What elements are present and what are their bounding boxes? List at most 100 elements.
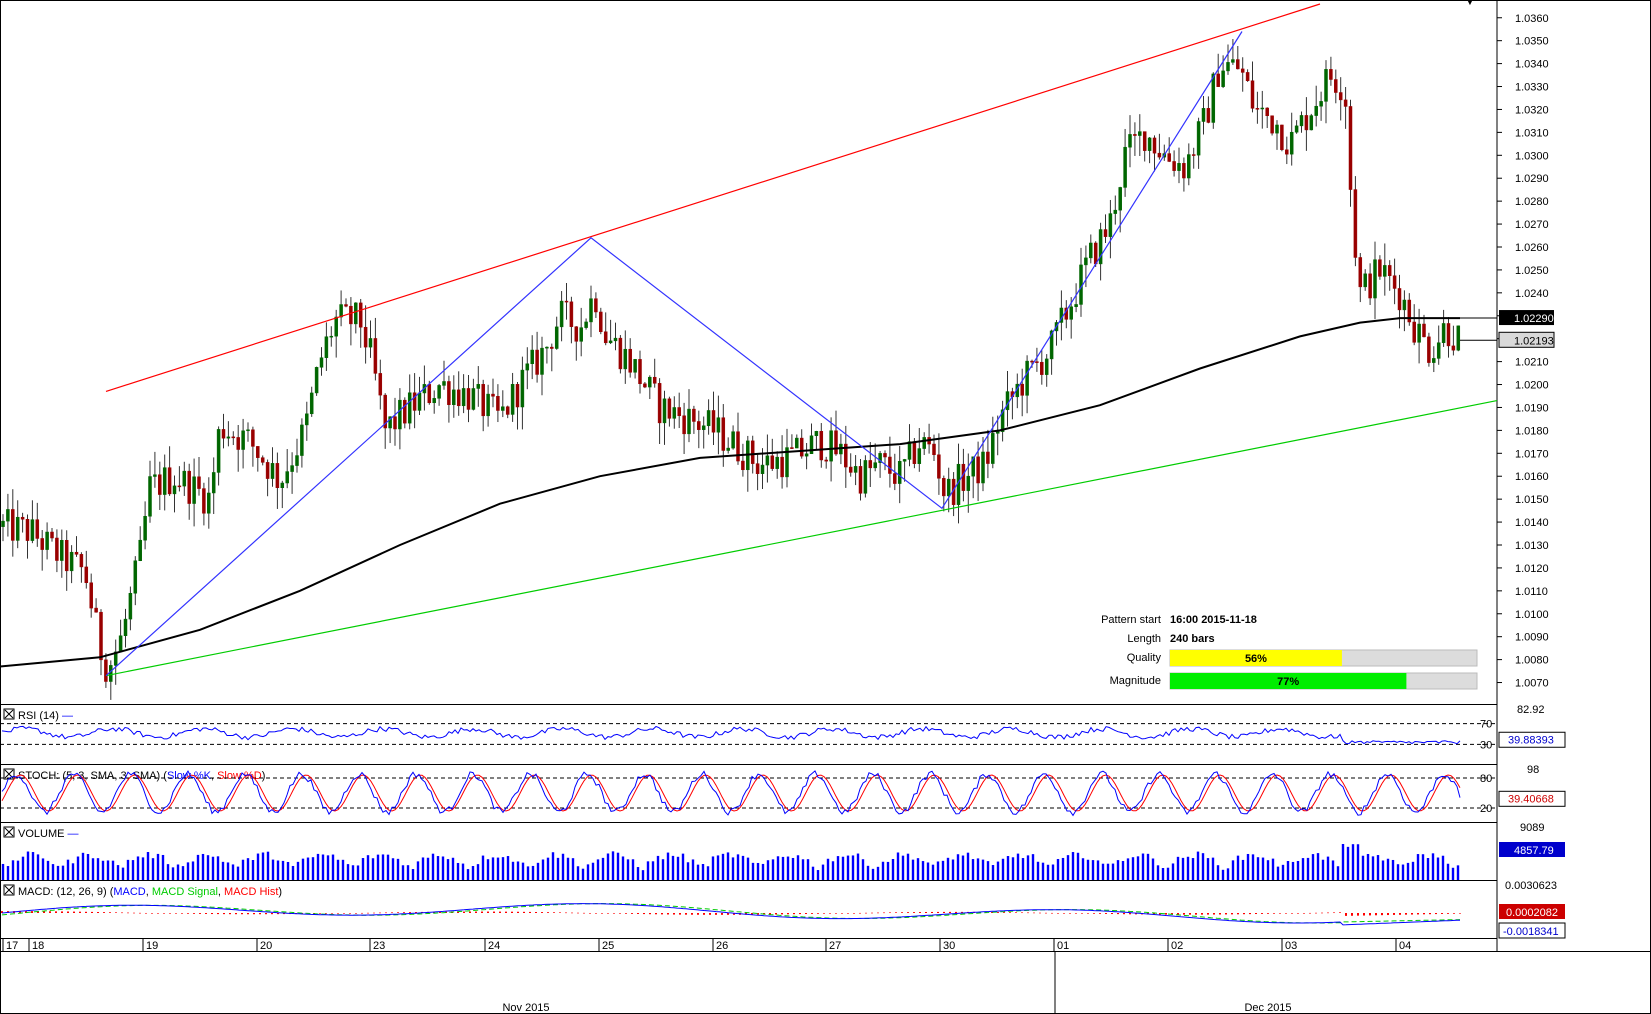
candle-body — [1368, 273, 1372, 299]
volume-bar — [146, 852, 150, 880]
volume-bar — [651, 861, 655, 880]
candle-body — [363, 326, 368, 348]
candle-body — [11, 509, 15, 541]
volume-bar — [746, 857, 750, 880]
macd-hist-bar — [553, 912, 555, 913]
candle-body — [358, 302, 363, 328]
candle-body — [1201, 108, 1206, 122]
volume-value-tag — [1499, 842, 1565, 857]
volume-bar — [151, 858, 155, 880]
rsi-value-label: 39.88393 — [1508, 734, 1554, 746]
macd-hist-bar — [469, 911, 471, 913]
volume-bar — [1221, 869, 1225, 880]
macd-hist-bar — [1447, 913, 1449, 914]
volume-bar — [341, 859, 345, 880]
macd-hist-bar — [1129, 913, 1131, 915]
macd-hist-bar — [667, 913, 669, 915]
price-tick-label: 1.0280 — [1515, 196, 1549, 208]
macd-hist-bar — [541, 912, 543, 913]
candle-body — [265, 462, 270, 479]
candle-body — [1187, 154, 1191, 179]
volume-bar — [781, 856, 785, 880]
volume-bar — [911, 859, 915, 880]
macd-hist-bar — [1045, 912, 1047, 914]
volume-bar — [481, 855, 485, 880]
volume-bar — [1236, 855, 1240, 880]
candle-body — [1000, 409, 1005, 432]
volume-bar — [526, 866, 530, 880]
candle-body — [104, 659, 108, 682]
candle-body — [545, 346, 549, 349]
macd-hist-bar — [1279, 913, 1281, 914]
candle-body — [60, 540, 64, 561]
volume-bar — [26, 851, 30, 880]
macd-hist-bar — [1249, 913, 1251, 915]
volume-bar — [141, 857, 145, 880]
volume-bar — [991, 865, 995, 880]
candle-body — [1093, 242, 1098, 265]
macd-hist-bar — [205, 913, 207, 914]
volume-bar — [256, 853, 260, 880]
volume-bar — [726, 852, 730, 880]
macd-hist-bar — [835, 913, 837, 914]
candle-body — [187, 470, 191, 504]
macd-hist-bar — [787, 913, 789, 915]
macd-hist-bar — [181, 913, 183, 914]
volume-bar — [1196, 851, 1200, 880]
candle-body — [300, 424, 304, 456]
macd-hist-bar — [43, 911, 45, 913]
volume-bar — [236, 866, 240, 880]
candle-body — [226, 436, 231, 439]
volume-bar — [451, 857, 455, 880]
macd-hist-bar — [1435, 913, 1437, 915]
price-tick-label: 1.0160 — [1515, 471, 1549, 483]
volume-bar — [276, 860, 280, 880]
price-tick-label: 1.0130 — [1515, 540, 1549, 552]
volume-bar — [1066, 855, 1070, 880]
candle-body — [829, 430, 833, 462]
volume-bar — [1091, 860, 1095, 880]
volume-bar — [131, 860, 135, 880]
volume-bar — [261, 852, 265, 880]
candle-body — [339, 304, 343, 318]
stoch-value-label: 39.40668 — [1508, 793, 1554, 805]
macd-hist-bar — [1285, 913, 1287, 914]
macd-hist-bar — [1219, 913, 1221, 915]
macd-hist-bar — [1225, 913, 1227, 915]
macd-hist-bar — [529, 911, 531, 913]
panel-title: MACD: (12, 26, 9) (MACD, MACD Signal, MA… — [18, 886, 282, 898]
length-value: 240 bars — [1170, 633, 1215, 645]
macd-hist-bar — [1387, 913, 1389, 916]
candle-body — [1206, 108, 1211, 123]
volume-bar — [631, 859, 635, 880]
candle-body — [780, 456, 784, 478]
candle-body — [995, 431, 1000, 434]
candle-body — [1432, 358, 1436, 363]
volume-bar — [706, 866, 710, 880]
macd-hist-bar — [955, 911, 957, 913]
macd-hist-bar — [175, 913, 177, 914]
price-tick-label: 1.0350 — [1515, 36, 1549, 48]
chart-menu-icon[interactable]: ▼ — [1466, 0, 1475, 7]
moving-average-line — [0, 317, 1460, 668]
day-tick-label: 26 — [716, 940, 728, 952]
volume-bar — [106, 860, 110, 880]
macd-hist-bar — [1171, 913, 1173, 915]
volume-bar — [701, 864, 705, 880]
volume-bar — [561, 853, 565, 880]
volume-bar — [1321, 859, 1325, 880]
candle-body — [1157, 152, 1162, 158]
candle-body — [1142, 131, 1147, 151]
candle-body — [388, 416, 392, 429]
volume-bar — [691, 859, 695, 880]
macd-hist-bar — [1039, 912, 1041, 914]
macd-hist-bar — [409, 912, 411, 913]
volume-bar — [321, 854, 325, 880]
macd-hist-bar — [73, 911, 75, 913]
price-tick-label: 1.0110 — [1515, 586, 1548, 598]
volume-bar — [1211, 857, 1215, 880]
candle-body — [603, 331, 608, 344]
candle-body — [917, 448, 922, 464]
candle-body — [393, 416, 397, 430]
volume-bar — [1081, 858, 1085, 880]
